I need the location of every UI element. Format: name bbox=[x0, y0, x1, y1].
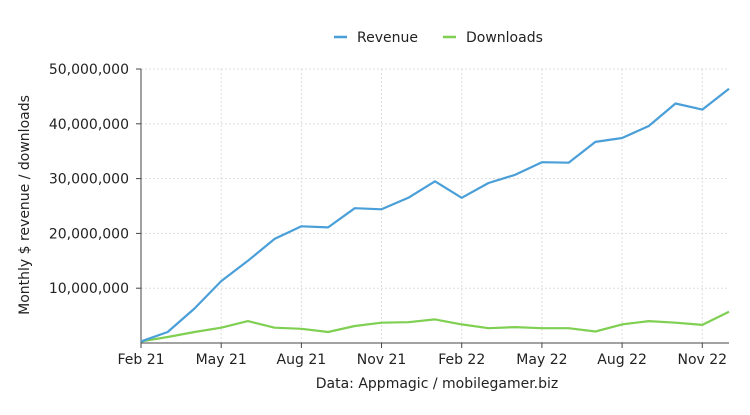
legend-label-downloads: Downloads bbox=[466, 30, 543, 46]
gridlines bbox=[136, 68, 729, 344]
x-tick-label: Feb 22 bbox=[438, 352, 485, 368]
x-tick-label: May 22 bbox=[516, 352, 567, 368]
x-axis-label: Data: Appmagic / mobilegamer.biz bbox=[316, 376, 559, 392]
series-line-downloads bbox=[140, 310, 730, 343]
series-lines bbox=[140, 87, 730, 343]
y-tick-label: 10,000,000 bbox=[49, 281, 129, 297]
x-tick-label: May 21 bbox=[196, 352, 247, 368]
y-tick-label: 30,000,000 bbox=[49, 172, 129, 188]
legend: Revenue Downloads bbox=[334, 30, 543, 46]
x-tick-label: Nov 21 bbox=[357, 352, 407, 368]
legend-label-revenue: Revenue bbox=[357, 30, 418, 46]
x-tick-label: Feb 21 bbox=[117, 352, 164, 368]
y-axis-label: Monthly $ revenue / downloads bbox=[17, 95, 33, 315]
x-axis-ticks: Feb 21 May 21 Aug 21 Nov 21 Feb 22 May 22 Aug … bbox=[117, 343, 727, 368]
y-tick-label: 20,000,000 bbox=[49, 226, 129, 242]
x-tick-label: Aug 21 bbox=[277, 352, 327, 368]
x-tick-label: Nov 22 bbox=[677, 352, 727, 368]
y-tick-label: 40,000,000 bbox=[49, 117, 129, 133]
x-tick-label: Aug 22 bbox=[597, 352, 647, 368]
series-line-revenue bbox=[140, 87, 730, 343]
y-tick-label: 50,000,000 bbox=[49, 62, 129, 78]
y-axis-ticks: 10,000,000 20,000,000 30,000,000 40,000,000… bbox=[49, 62, 129, 297]
